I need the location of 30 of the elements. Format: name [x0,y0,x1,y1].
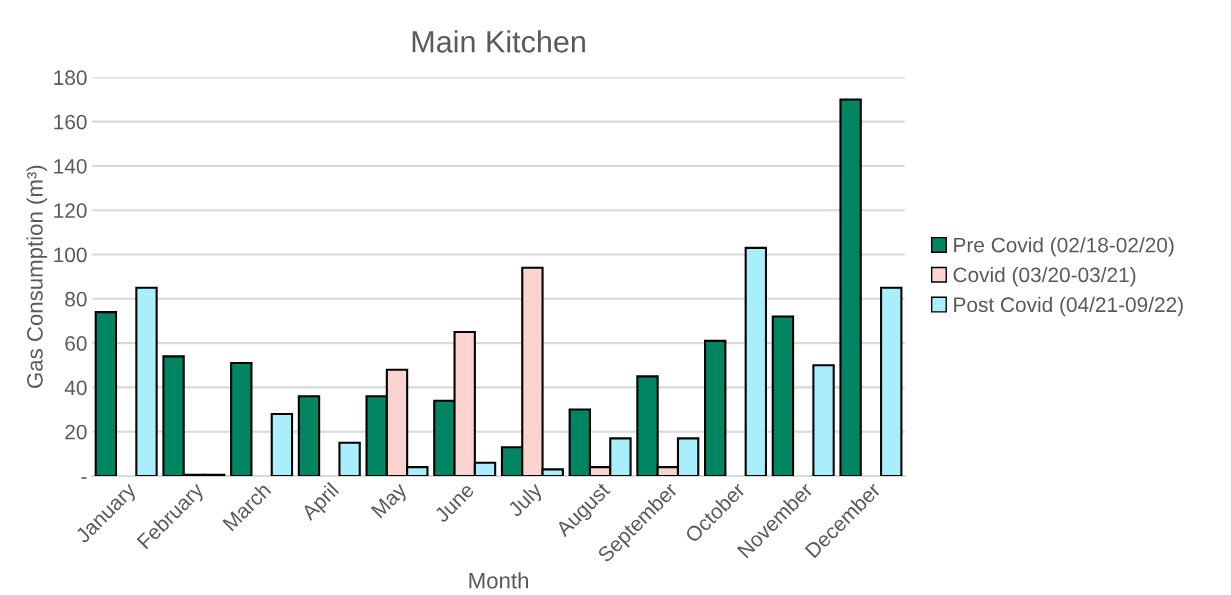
bar [338,441,361,476]
chart-title: Main Kitchen [412,30,585,53]
y-tick-label: 120 [54,203,87,218]
legend-label: Covid (03/20-03/21) [953,266,1136,287]
bar [812,364,835,476]
bar [270,412,294,476]
y-axis-title: Gas Consumption (m³) [26,165,48,388]
bar [839,98,862,476]
y-tick-label: 80 [65,291,87,307]
bar [744,246,768,476]
y-tick-label: - [81,477,87,479]
bar [230,362,253,476]
x-axis-title: Month [469,572,528,589]
x-tick-label: May [370,481,411,522]
y-tick-label: 20 [65,424,87,440]
legend-label: Pre Covid (02/18-02/20) [954,237,1174,257]
bar [94,311,118,476]
y-tick-label: 40 [64,380,87,396]
legend-label: Post Covid (04/21-09/22) [954,296,1183,317]
bar [771,315,795,476]
bar [135,286,158,476]
y-tick-label: 60 [65,336,87,351]
y-tick-label: 100 [54,247,87,263]
bar [297,395,321,476]
x-tick-label: July [506,480,547,521]
bar [704,339,727,476]
y-tick-label: 160 [54,114,87,130]
y-tick-label: 180 [54,70,87,86]
bar [880,286,903,476]
y-tick-label: 140 [54,158,87,174]
